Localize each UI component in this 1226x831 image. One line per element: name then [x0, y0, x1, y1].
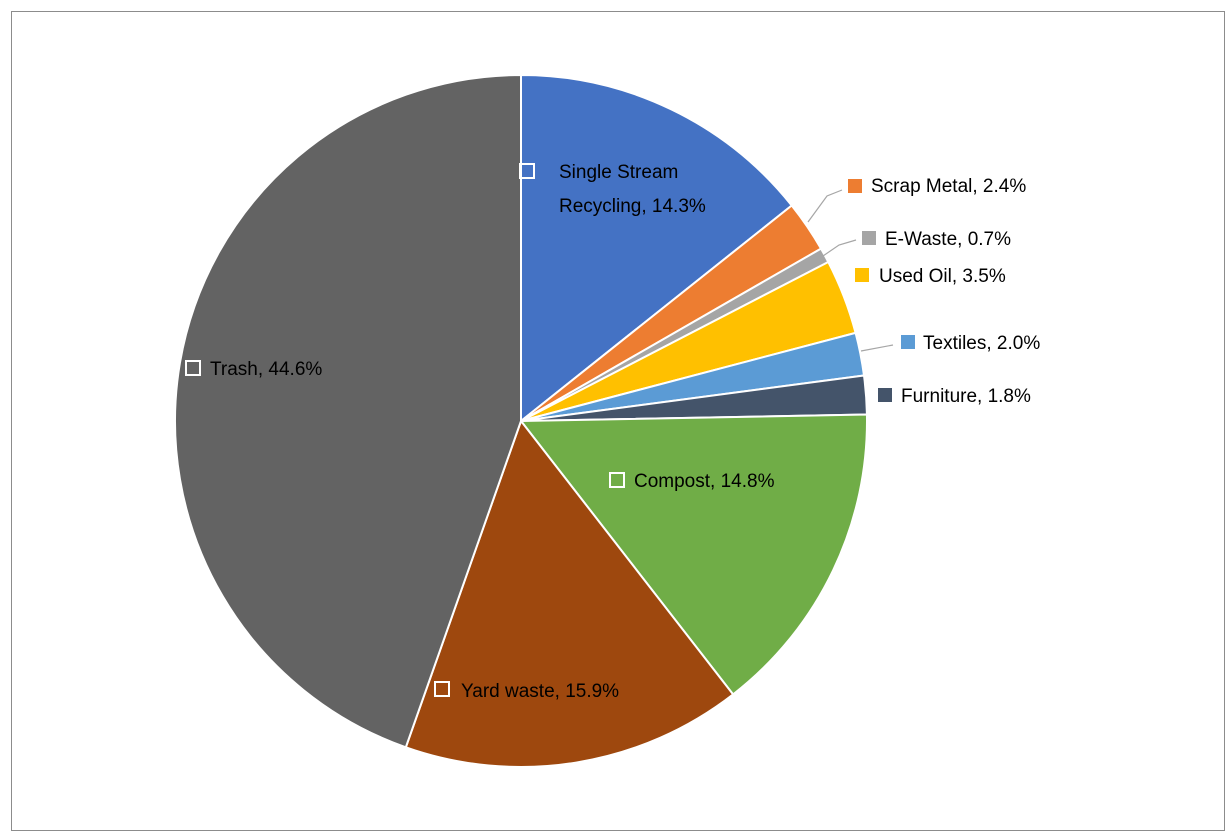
- pie-slice-trash: [174, 74, 522, 749]
- data-label-single-stream-recycling-line1: Single Stream: [559, 162, 678, 183]
- label-marker-e-waste: [862, 231, 876, 245]
- data-label-compost: Compost, 14.8%: [634, 471, 775, 492]
- pie-slice-single-stream-recycling: [520, 74, 793, 422]
- label-marker-trash: [185, 360, 201, 376]
- data-label-single-stream-recycling-line2: Recycling, 14.3%: [559, 196, 706, 217]
- data-label-used-oil: Used Oil, 3.5%: [879, 266, 1006, 287]
- leader-lines: [807, 189, 894, 352]
- label-marker-yard-waste: [434, 681, 450, 697]
- data-label-trash: Trash, 44.6%: [210, 359, 322, 380]
- data-label-e-waste: E-Waste, 0.7%: [885, 229, 1011, 250]
- pie-slices: [174, 74, 868, 768]
- pie-slice-compost: [520, 413, 868, 696]
- data-label-yard-waste: Yard waste, 15.9%: [461, 681, 619, 702]
- label-marker-single-stream-recycling: [519, 163, 535, 179]
- leader-line-textiles: [860, 344, 894, 352]
- data-label-textiles: Textiles, 2.0%: [923, 333, 1040, 354]
- label-marker-scrap-metal: [848, 179, 862, 193]
- label-marker-textiles: [901, 335, 915, 349]
- data-labels: Single Stream Recycling, 14.3% Scrap Metal…: [185, 162, 1040, 702]
- data-label-furniture: Furniture, 1.8%: [901, 386, 1031, 407]
- label-marker-furniture: [878, 388, 892, 402]
- leader-line-scrap-metal: [807, 189, 843, 223]
- label-marker-used-oil: [855, 268, 869, 282]
- label-marker-compost: [609, 472, 625, 488]
- pie-slice-yard-waste: [404, 420, 735, 768]
- data-label-scrap-metal: Scrap Metal, 2.4%: [871, 176, 1026, 197]
- leader-line-e-waste: [822, 239, 857, 257]
